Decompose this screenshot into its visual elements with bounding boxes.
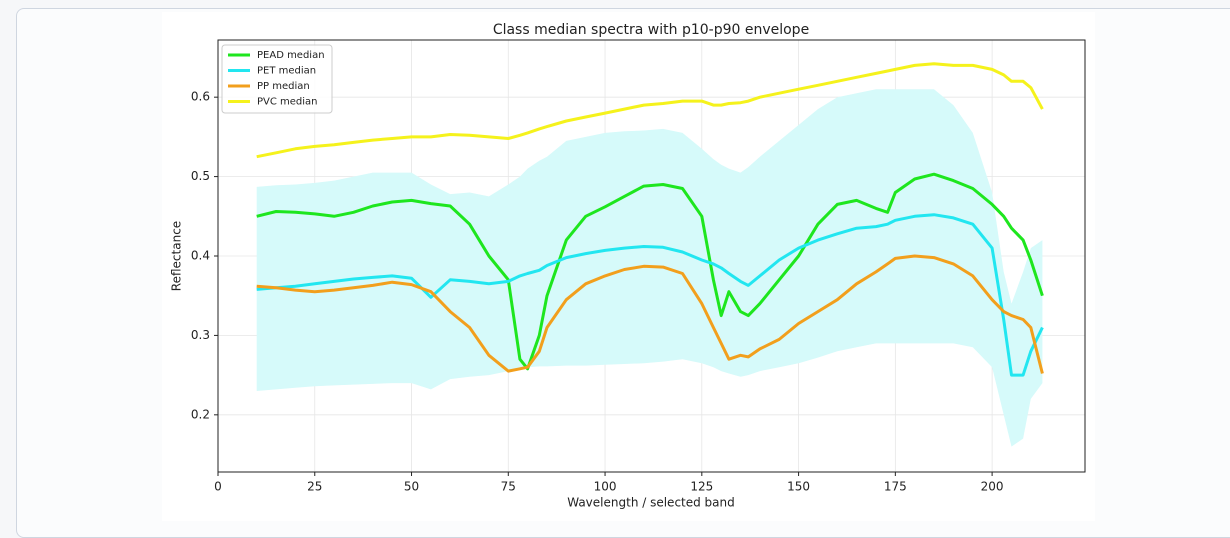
legend-label: PVC median [257,97,318,108]
series-line [256,254,1044,374]
legend-label: PEAD median [257,50,325,61]
y-tick-label: 0.6 [191,90,210,104]
x-tick-label: 75 [501,480,516,494]
y-tick-label: 0.5 [191,169,210,183]
x-tick-label: 150 [787,480,810,494]
page: {"chart_data": { "type": "line", "title"… [16,8,1230,538]
chart-title: Class median spectra with p10-p90 envelo… [493,22,809,38]
series-line [256,172,1044,371]
x-tick-label: 100 [594,480,617,494]
legend-label: PP median [257,81,310,92]
y-tick-label: 0.2 [191,407,210,421]
x-tick-label: 175 [884,480,907,494]
chart: Class median spectra with p10-p90 envelo… [162,12,1095,521]
y-tick-label: 0.4 [191,249,210,263]
x-tick-label: 50 [404,480,419,494]
x-tick-label: 25 [307,480,322,494]
legend-label: PET median [257,66,316,77]
y-axis-label: Reflectance [170,221,184,291]
y-tick-label: 0.3 [191,328,210,342]
plot-frame [217,39,1086,473]
legend-box [221,44,333,114]
x-axis-label: Wavelength / selected band [567,496,735,510]
x-tick-label: 0 [214,480,222,494]
x-tick-label: 125 [690,480,713,494]
series-line [256,213,1044,377]
series-line [256,62,1044,159]
x-tick-label: 200 [981,480,1004,494]
